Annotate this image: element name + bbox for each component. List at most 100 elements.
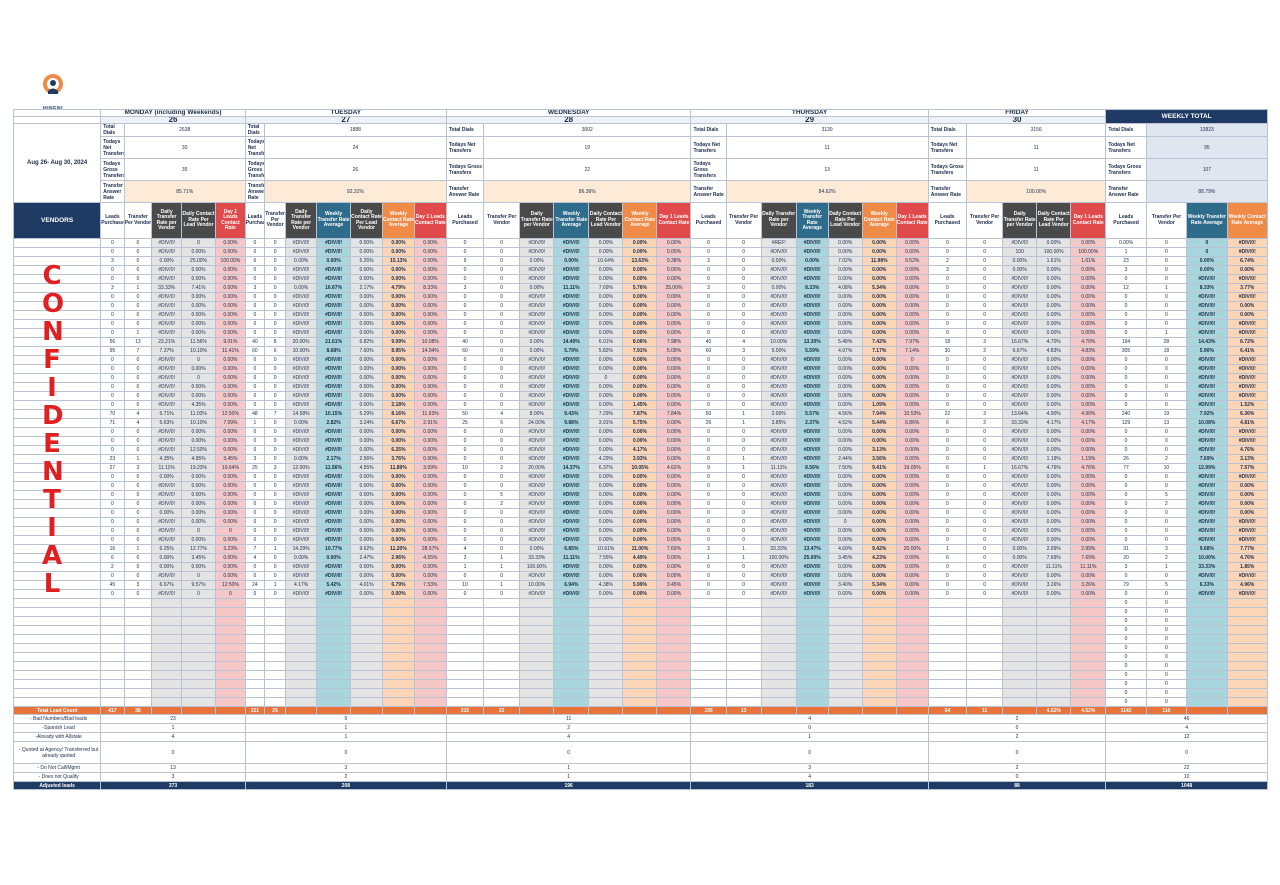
col-header-tpv: Transfer Per Vendor (263, 202, 287, 239)
data-cell (966, 598, 1004, 608)
data-cell: 0 (927, 301, 968, 311)
data-cell: 0.00% (861, 238, 897, 248)
data-cell: 0 (100, 319, 125, 329)
data-cell: #DIV/0! (285, 499, 318, 509)
total-cell (622, 706, 658, 715)
col-header-dcr: Daily Contact Rate Per Lead Vendor (1036, 202, 1072, 239)
data-cell: 0.00% (622, 535, 658, 545)
data-cell (445, 607, 485, 617)
vendor-name-cell (12, 670, 102, 680)
data-cell: #DIV/0! (795, 427, 829, 437)
data-cell: 0.00% (622, 436, 658, 446)
data-cell: 7.14% (895, 346, 929, 356)
data-cell: 0 (1145, 598, 1188, 608)
total-cell: 22 (483, 706, 521, 715)
data-cell (413, 661, 447, 671)
data-cell (483, 688, 521, 698)
data-cell: #DIV/0! (795, 310, 829, 320)
data-cell: 20.00% (519, 463, 555, 473)
data-cell: 0.00% (413, 508, 447, 518)
data-cell: 0.00% (861, 382, 897, 392)
data-cell (690, 634, 727, 644)
data-cell: 0 (483, 472, 521, 482)
data-cell: 0.00% (413, 481, 447, 491)
data-cell: 0.00% (656, 427, 692, 437)
data-cell: 7.91% (622, 346, 658, 356)
data-cell: #DIV/0! (795, 562, 829, 572)
data-cell: 8.06% (622, 337, 658, 347)
data-cell: 0.00% (622, 517, 658, 527)
data-cell: #DIV/0! (1186, 472, 1228, 482)
data-cell: 0.00% (381, 274, 415, 284)
data-cell: #DIV/0! (316, 301, 352, 311)
data-cell (725, 634, 762, 644)
data-cell: 0 (725, 571, 762, 581)
data-cell: #DIV/0! (553, 517, 590, 527)
data-cell: 0 (966, 436, 1004, 446)
data-cell (760, 679, 797, 689)
data-cell: 0 (483, 481, 521, 491)
data-cell: 0 (1105, 571, 1147, 581)
data-cell (1036, 634, 1072, 644)
data-cell (895, 679, 929, 689)
data-cell: 0.00% (519, 346, 555, 356)
data-cell (1226, 625, 1268, 635)
data-cell (123, 625, 153, 635)
data-cell: 0.00% (827, 499, 863, 509)
adjusted-value: 1048 (1105, 781, 1268, 790)
data-cell: 0.00% (181, 319, 217, 329)
summary-value: 22 (483, 158, 692, 181)
data-cell: 0 (1145, 616, 1188, 626)
data-cell: 0 (244, 490, 265, 500)
col-header-dtr: Daily Transfer Rate per Vendor (760, 202, 797, 239)
data-cell: 0.00% (622, 292, 658, 302)
data-cell (690, 679, 727, 689)
data-cell: 8.33% (795, 283, 829, 293)
data-cell: 0 (483, 328, 521, 338)
data-cell: 0 (263, 508, 287, 518)
data-cell: 25 (244, 463, 265, 473)
data-cell: 0 (445, 391, 485, 401)
data-cell: 4.76% (1226, 553, 1268, 563)
data-cell (316, 652, 352, 662)
data-cell: 0 (263, 310, 287, 320)
data-cell: 0.00% (381, 535, 415, 545)
data-cell: #DIV/0! (151, 535, 183, 545)
data-cell: 13 (1145, 418, 1188, 428)
data-cell (927, 634, 968, 644)
data-cell (151, 688, 183, 698)
adjustment-value: 3 (690, 763, 929, 773)
data-cell: 2.44% (827, 454, 863, 464)
data-cell: #DIV/0! (1002, 436, 1038, 446)
total-cell (285, 706, 318, 715)
data-cell: 4.96% (1226, 580, 1268, 590)
data-cell: 5.75% (622, 418, 658, 428)
data-cell: 1.09% (861, 400, 897, 410)
summary-label: Todays Gross Transfers (1105, 158, 1147, 181)
data-cell: 5.00% (760, 346, 797, 356)
data-cell (381, 679, 415, 689)
data-cell: #DIV/0! (1226, 526, 1268, 536)
data-cell: 0 (483, 283, 521, 293)
total-cell (553, 706, 590, 715)
data-cell: 7.60% (350, 346, 383, 356)
data-cell: 0 (1105, 301, 1147, 311)
data-cell: 0.00% (656, 265, 692, 275)
data-cell: #DIV/0! (316, 328, 352, 338)
data-cell: 0 (1145, 400, 1188, 410)
data-cell (690, 598, 727, 608)
data-cell: #DIV/0! (151, 571, 183, 581)
adjustment-label: -Already with Allstate (12, 732, 102, 742)
data-cell: 13.64% (1002, 409, 1038, 419)
data-cell: 33.33% (760, 544, 797, 554)
data-cell: 0 (927, 526, 968, 536)
data-cell: 0 (1105, 499, 1147, 509)
data-cell: 0 (100, 382, 125, 392)
data-cell: 0 (690, 328, 727, 338)
data-cell: #DIV/0! (316, 481, 352, 491)
data-cell: 7.69% (656, 544, 692, 554)
data-cell: 4.38% (588, 580, 624, 590)
data-cell (181, 598, 217, 608)
data-cell: #DIV/0! (1186, 274, 1228, 284)
data-cell: 0.00% (861, 562, 897, 572)
